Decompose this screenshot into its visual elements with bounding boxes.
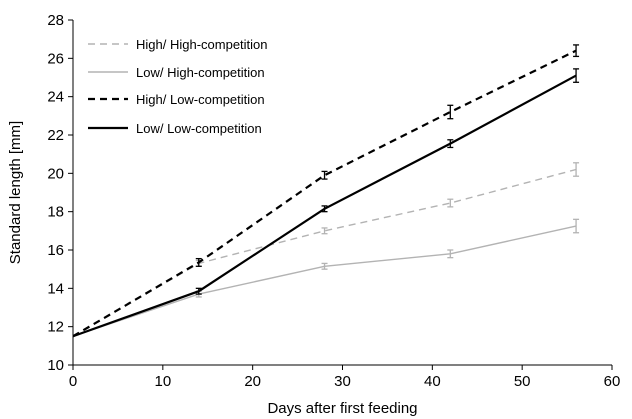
series-3 [72,68,580,338]
legend-label: High/ High-competition [136,37,268,52]
x-axis-title: Days after first feeding [267,400,417,417]
legend-label: Low/ Low-competition [136,121,262,136]
error-bar [195,257,202,267]
y-tick-label: 28 [47,12,64,29]
x-tick-label: 20 [244,373,261,390]
y-tick-label: 24 [47,89,64,106]
legend-item: Low/ Low-competition [88,121,262,136]
x-tick-label: 10 [154,373,171,390]
error-bar [573,44,580,58]
y-tick-label: 16 [47,242,64,259]
x-tick-label: 50 [514,373,531,390]
chart-axes: 10 12 14 16 18 20 22 24 26 28 0 10 20 30 40 50 60 [47,12,620,390]
x-tick-label: 40 [424,373,441,390]
legend: High/ High-competition Low/ High-competit… [88,37,268,136]
error-bar [447,198,454,208]
error-bar [321,205,328,213]
error-bar [321,170,328,180]
x-tick-label: 0 [69,373,77,390]
error-bar [321,227,328,235]
legend-label: High/ Low-competition [136,92,265,107]
series-line [72,49,577,338]
error-bar [573,162,580,177]
y-tick-label: 12 [47,319,64,336]
legend-label: Low/ High-competition [136,65,265,80]
error-bar [195,287,202,295]
error-bar [447,139,454,149]
error-bar [321,262,328,270]
y-tick-label: 14 [47,280,64,297]
y-tick-label: 10 [47,357,64,374]
y-tick-label: 18 [47,204,64,221]
y-tick-label: 20 [47,165,64,182]
x-tick-label: 60 [604,373,621,390]
series-1 [72,218,580,337]
series-layer [72,44,580,338]
legend-item: High/ High-competition [88,37,268,52]
legend-item: High/ Low-competition [88,92,265,107]
y-tick-label: 26 [47,50,64,67]
error-bar [573,68,580,83]
x-tick-label: 30 [334,373,351,390]
y-axis-title: Standard length [mm] [7,121,24,264]
error-bar [573,218,580,234]
series-line [72,225,577,337]
legend-item: Low/ High-competition [88,65,265,80]
error-bar [447,104,454,120]
series-2 [72,44,580,338]
y-tick-label: 22 [47,127,64,144]
error-bar [447,249,454,259]
